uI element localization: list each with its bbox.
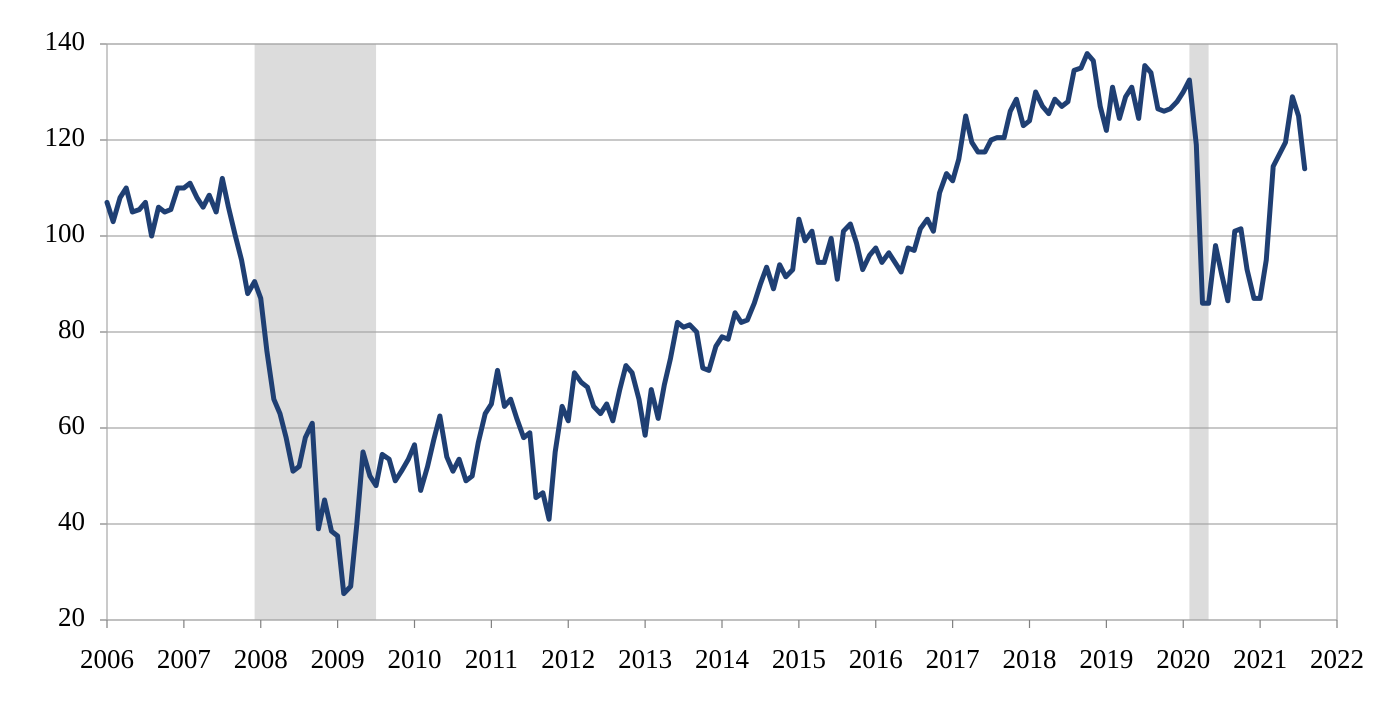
y-tick-label: 60 <box>58 410 85 440</box>
y-tick-label: 20 <box>58 602 85 632</box>
x-tick-label: 2008 <box>234 644 288 674</box>
y-tick-label: 120 <box>45 122 86 152</box>
x-tick-label: 2013 <box>618 644 672 674</box>
x-tick-label: 2010 <box>388 644 442 674</box>
x-tick-label: 2012 <box>541 644 595 674</box>
x-tick-label: 2020 <box>1156 644 1210 674</box>
x-tick-label: 2014 <box>695 644 750 674</box>
x-tick-label: 2009 <box>311 644 365 674</box>
data-line <box>104 51 1308 597</box>
x-tick-label: 2017 <box>926 644 980 674</box>
y-tick-label: 80 <box>58 314 85 344</box>
y-tick-label: 40 <box>58 506 85 536</box>
x-tick-label: 2011 <box>465 644 518 674</box>
x-tick-label: 2019 <box>1079 644 1133 674</box>
x-tick-label: 2021 <box>1233 644 1287 674</box>
x-tick-label: 2016 <box>849 644 903 674</box>
y-tick-label: 140 <box>45 26 86 56</box>
x-tick-label: 2015 <box>772 644 826 674</box>
x-tick-label: 2006 <box>80 644 134 674</box>
x-tick-label: 2007 <box>157 644 211 674</box>
x-tick-label: 2018 <box>1003 644 1057 674</box>
x-tick-label: 2022 <box>1310 644 1364 674</box>
y-tick-label: 100 <box>45 218 86 248</box>
